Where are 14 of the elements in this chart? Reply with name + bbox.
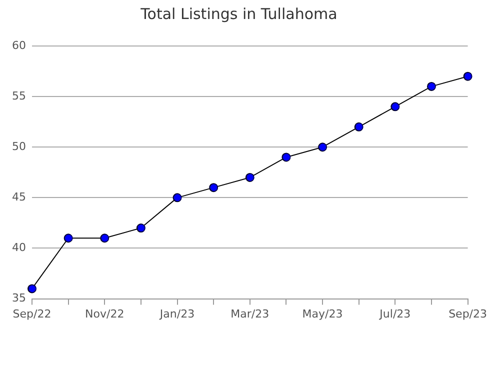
x-tick-label: Nov/22: [85, 307, 124, 320]
x-tick-label: May/23: [302, 307, 343, 320]
x-tick-label: Jan/23: [158, 307, 195, 320]
y-tick-label: 50: [12, 140, 26, 153]
y-tick-label: 35: [12, 292, 26, 305]
y-tick-label: 45: [12, 190, 26, 204]
y-tick-label: 55: [12, 89, 26, 102]
x-tick-label: Jul/23: [378, 307, 411, 320]
x-tick-label: Sep/22: [12, 307, 52, 320]
y-tick-label: 40: [12, 241, 26, 254]
x-tick-label: Sep/23: [448, 307, 487, 320]
chart-title: Total Listings in Tullahoma: [140, 4, 338, 23]
y-tick-label: 60: [12, 38, 26, 52]
x-tick-label: Mar/23: [230, 307, 270, 320]
